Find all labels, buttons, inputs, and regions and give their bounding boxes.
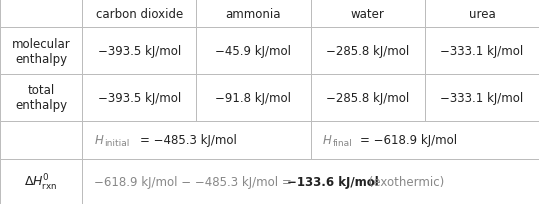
Text: = −618.9 kJ/mol: = −618.9 kJ/mol — [361, 134, 458, 147]
Text: molecular
enthalpy: molecular enthalpy — [12, 37, 71, 65]
Text: −45.9 kJ/mol: −45.9 kJ/mol — [216, 45, 292, 58]
Bar — [82, 75, 196, 121]
Text: −285.8 kJ/mol: −285.8 kJ/mol — [326, 45, 409, 58]
Text: final: final — [333, 138, 353, 147]
Text: water: water — [351, 8, 384, 20]
Bar — [196, 0, 310, 28]
Bar — [425, 75, 539, 121]
Text: −393.5 kJ/mol: −393.5 kJ/mol — [98, 92, 181, 104]
Text: carbon dioxide: carbon dioxide — [95, 8, 183, 20]
Bar — [310, 0, 425, 28]
Bar — [310, 75, 425, 121]
Text: urea: urea — [468, 8, 495, 20]
Bar — [82, 159, 539, 204]
Text: −333.1 kJ/mol: −333.1 kJ/mol — [440, 45, 523, 58]
Bar — [82, 28, 196, 75]
Bar — [0, 0, 82, 28]
Bar — [0, 28, 82, 75]
Text: −91.8 kJ/mol: −91.8 kJ/mol — [216, 92, 292, 104]
Bar — [82, 0, 196, 28]
Bar — [0, 121, 82, 159]
Text: −333.1 kJ/mol: −333.1 kJ/mol — [440, 92, 523, 104]
Bar — [425, 0, 539, 28]
Bar — [425, 28, 539, 75]
Text: initial: initial — [104, 138, 129, 147]
Bar — [0, 159, 82, 204]
Bar — [310, 28, 425, 75]
Bar — [0, 75, 82, 121]
Text: $\it{H}$: $\it{H}$ — [322, 134, 333, 147]
Text: $\it{H}$: $\it{H}$ — [94, 134, 105, 147]
Bar — [196, 75, 310, 121]
Bar — [310, 121, 539, 159]
Text: total
enthalpy: total enthalpy — [15, 84, 67, 112]
Bar — [196, 28, 310, 75]
Text: = −485.3 kJ/mol: = −485.3 kJ/mol — [140, 134, 237, 147]
Text: (exothermic): (exothermic) — [365, 175, 444, 188]
Text: −618.9 kJ/mol − −485.3 kJ/mol =: −618.9 kJ/mol − −485.3 kJ/mol = — [94, 175, 295, 188]
Text: $\Delta H^0_{\rm rxn}$: $\Delta H^0_{\rm rxn}$ — [24, 172, 58, 192]
Text: −285.8 kJ/mol: −285.8 kJ/mol — [326, 92, 409, 104]
Text: −133.6 kJ/mol: −133.6 kJ/mol — [287, 175, 379, 188]
Text: ammonia: ammonia — [226, 8, 281, 20]
Text: −393.5 kJ/mol: −393.5 kJ/mol — [98, 45, 181, 58]
Bar — [82, 121, 310, 159]
